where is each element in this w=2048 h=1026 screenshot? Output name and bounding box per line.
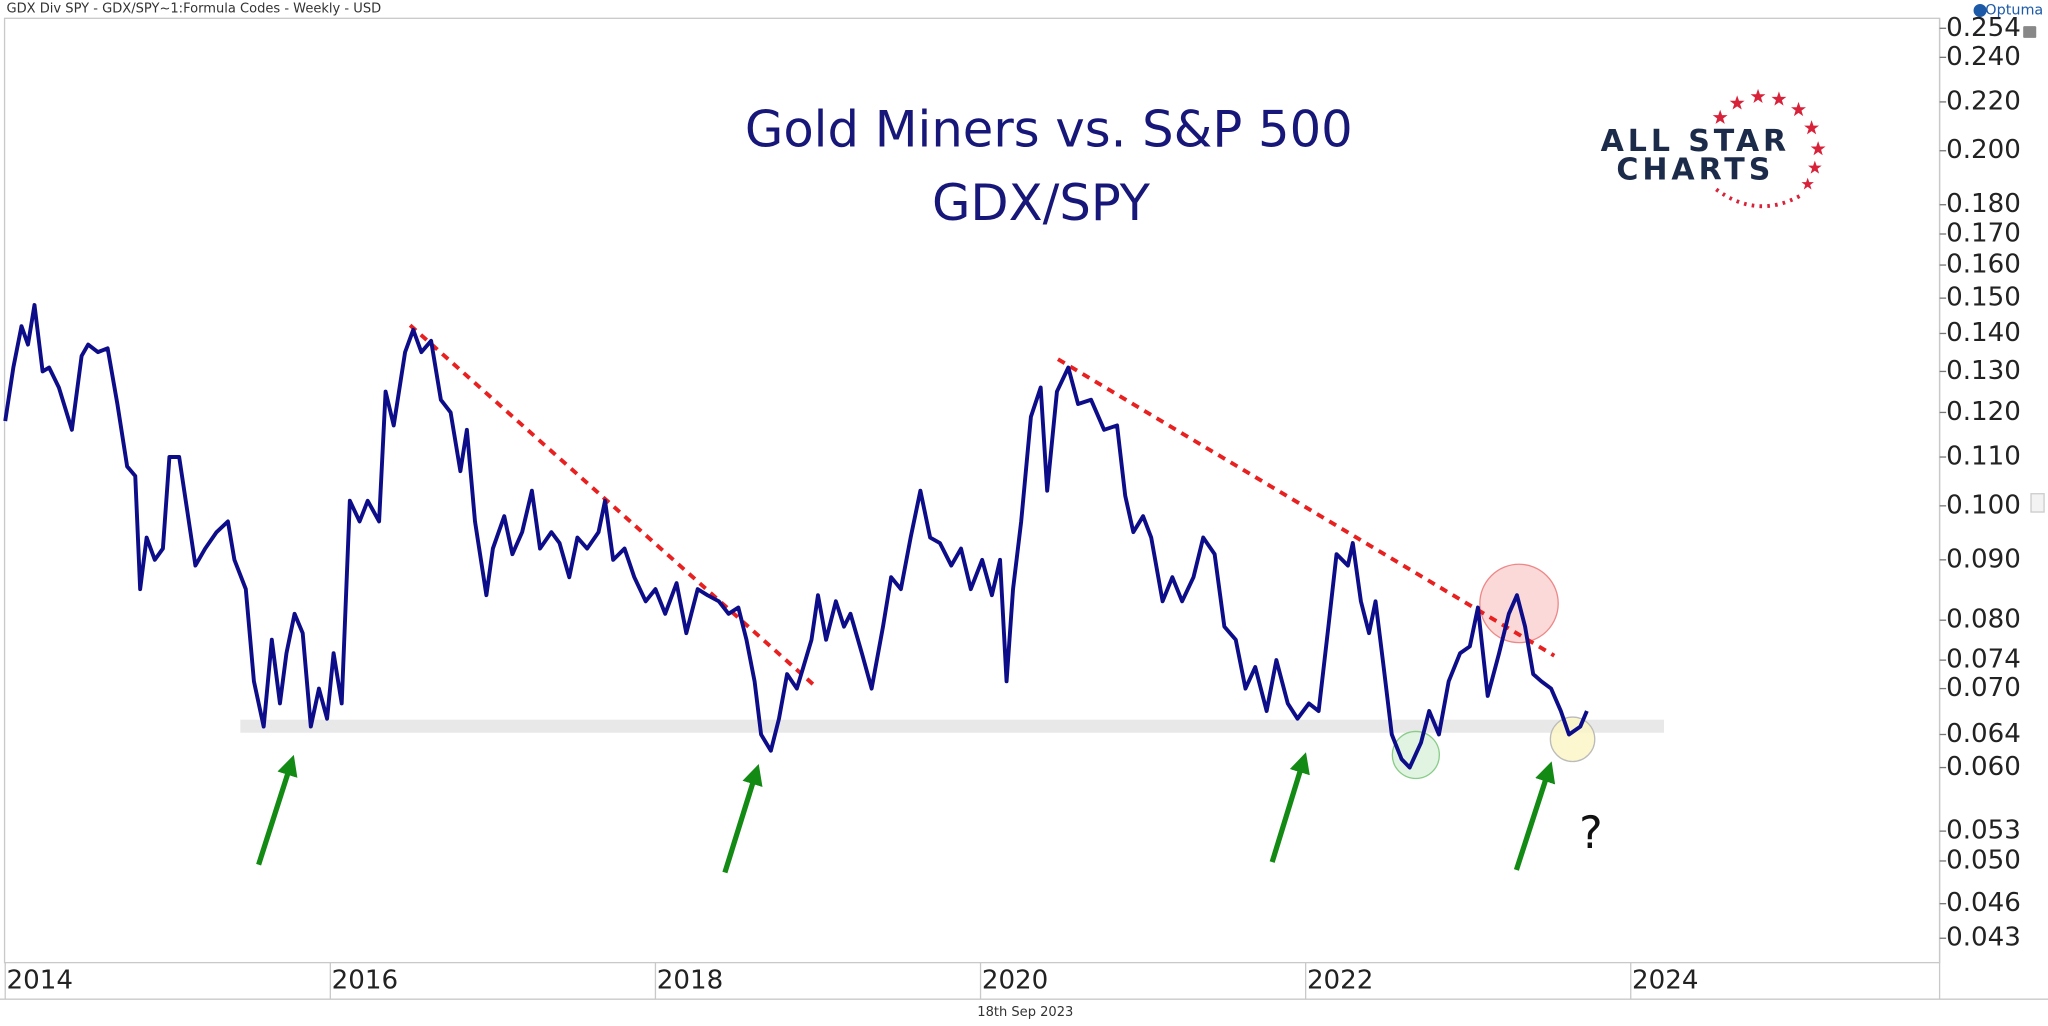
trendline [408, 323, 819, 690]
chart-title: Gold Miners vs. S&P 500 [745, 101, 1353, 159]
arrow [256, 754, 298, 866]
y-tick-label: 0.050 [1946, 845, 2021, 875]
header: GDX Div SPY - GDX/SPY~1:Formula Codes - … [7, 2, 382, 17]
arrow [1269, 752, 1310, 863]
x-tick-label: 2014 [7, 965, 73, 995]
x-tick-label: 2022 [1307, 965, 1373, 995]
logo-arc [1715, 187, 1801, 209]
y-tick-label: 0.070 [1946, 673, 2021, 703]
y-tick-label: 0.064 [1946, 719, 2021, 749]
y-tick-label: 0.180 [1946, 189, 2021, 219]
y-tick-label: 0.074 [1946, 645, 2021, 675]
y-tick-label: 0.120 [1946, 397, 2021, 427]
plot-area [3, 303, 1589, 770]
arrow [1513, 761, 1556, 871]
arrow [722, 763, 763, 874]
y-tick-label: 0.090 [1946, 544, 2021, 574]
y-tick-label: 0.200 [1946, 135, 2021, 165]
x-tick-label: 2018 [657, 965, 723, 995]
chart-subtitle: GDX/SPY [932, 174, 1151, 232]
y-tick-label: 0.080 [1946, 605, 2021, 635]
line-series [3, 303, 1589, 770]
x-tick-label: 2024 [1632, 965, 1698, 995]
y-tick-label: 0.160 [1946, 250, 2021, 280]
x-tick-label: 2016 [332, 965, 398, 995]
y-tick-label: 0.060 [1946, 752, 2021, 782]
y-tick-label: 0.254 [1946, 13, 2021, 43]
y-tick-label: 0.053 [1946, 816, 2021, 846]
logo: ALL STAR CHARTS [1601, 88, 1826, 209]
support-band [240, 719, 1664, 733]
logo-line: ALL STAR [1601, 124, 1790, 159]
collapse-tab[interactable] [2030, 493, 2045, 513]
y-tick-label: 0.043 [1946, 923, 2021, 953]
lock-icon [2023, 26, 2037, 38]
y-tick-label: 0.110 [1946, 442, 2021, 472]
x-tick-label: 2020 [982, 965, 1048, 995]
highlight-circle [1549, 716, 1596, 763]
annotation: ? [1579, 808, 1603, 859]
y-tick-label: 0.046 [1946, 888, 2021, 918]
trendline [1056, 357, 1556, 658]
y-tick-label: 0.170 [1946, 219, 2021, 249]
footer-date: 18th Sep 2023 [977, 1005, 1073, 1020]
brand: Optuma [1985, 2, 2043, 18]
brand-icon [1973, 3, 1987, 17]
y-tick-label: 0.130 [1946, 356, 2021, 386]
y-tick-label: 0.100 [1946, 490, 2021, 520]
y-tick-label: 0.150 [1946, 283, 2021, 313]
y-tick-label: 0.140 [1946, 318, 2021, 348]
y-tick-label: 0.220 [1946, 86, 2021, 116]
y-tick-label: 0.240 [1946, 42, 2021, 72]
logo-line: CHARTS [1616, 153, 1774, 188]
